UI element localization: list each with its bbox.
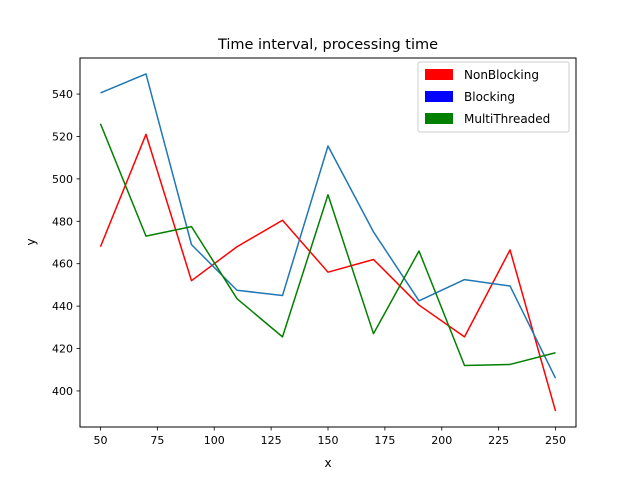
x-tick-label: 225: [488, 434, 509, 447]
x-tick-label: 250: [545, 434, 566, 447]
legend-label-nonblocking: NonBlocking: [464, 68, 539, 82]
x-axis-label: x: [324, 456, 331, 470]
legend-swatch-multithreaded: [425, 113, 453, 124]
x-tick-label: 125: [261, 434, 282, 447]
x-tick-label: 150: [318, 434, 339, 447]
y-tick-label: 480: [52, 215, 73, 228]
y-tick-label: 440: [52, 300, 73, 313]
x-tick-label: 175: [374, 434, 395, 447]
series-line-nonblocking: [99, 133, 557, 412]
y-tick-label: 420: [52, 343, 73, 356]
chart-title: Time interval, processing time: [217, 37, 438, 53]
legend-label-blocking: Blocking: [464, 90, 515, 104]
legend-label-multithreaded: MultiThreaded: [464, 112, 550, 126]
y-tick-label: 540: [52, 88, 73, 101]
x-tick-label: 50: [93, 434, 107, 447]
series-layer: [99, 73, 557, 412]
legend-box: [417, 61, 570, 133]
x-tick-label: 100: [204, 434, 225, 447]
legend-swatch-blocking: [425, 91, 453, 102]
x-tick-label: 75: [150, 434, 164, 447]
series-line-multithreaded: [99, 123, 556, 367]
y-tick-label: 520: [52, 130, 73, 143]
legend: NonBlocking Blocking MultiThreaded: [417, 61, 570, 133]
series-line-blocking: [100, 73, 557, 379]
y-tick-label: 400: [52, 385, 73, 398]
legend-swatch-nonblocking: [425, 69, 453, 80]
y-tick-label: 460: [52, 258, 73, 271]
y-tick-label: 500: [52, 173, 73, 186]
x-axis: 50 75 100 125 150 175 200 225 250: [93, 427, 566, 447]
y-axis-label: y: [24, 238, 38, 245]
y-axis: 400 420 440 460 480 500 520 540: [52, 88, 80, 398]
x-tick-label: 200: [431, 434, 452, 447]
